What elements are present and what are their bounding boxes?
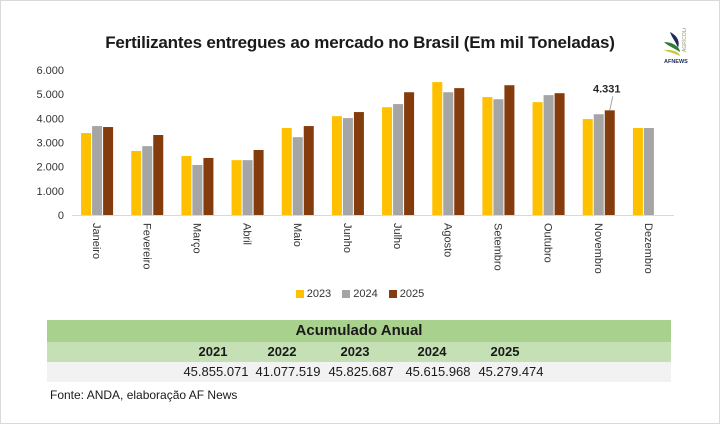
legend-label-2024: 2024 [353,288,378,300]
annual-total-table: Acumulado Anual 2021 2022 2023 2024 2025… [47,320,671,382]
value-cell: 45.825.687 [328,364,394,379]
bar-2024 [92,126,103,215]
bar-2025 [353,112,364,215]
value-cell: 41.077.519 [255,364,321,379]
legend-item-2023: 2023 [295,288,332,300]
bar-2024 [242,160,253,215]
x-tick-label: Abril [241,223,253,245]
chart-title: Fertilizantes entregues ao mercado no Br… [105,33,615,52]
annotation-label: 4.331 [593,83,621,95]
bar-2023 [331,116,342,215]
bar-2025 [253,149,264,215]
bar-2024 [292,137,303,215]
x-tick-label: Novembro [592,223,604,274]
value-cell: 45.279.474 [478,364,544,379]
year-cell: 2022 [267,344,297,359]
value-cell: 45.615.968 [405,364,471,379]
bar-2024 [643,128,654,215]
table-value-row: 45.855.071 41.077.519 45.825.687 45.615.… [47,362,671,382]
bar-2025 [604,110,615,215]
bar-2025 [454,88,465,215]
y-tick-label: 0 [58,210,64,222]
year-cell: 2023 [340,344,370,359]
bar-2025 [404,92,415,215]
legend-swatch-2023 [295,290,304,298]
bar-2023 [582,119,593,215]
bar-2025 [504,85,515,215]
afnews-logo: AGRÍCOLA AFNEWS [660,25,700,66]
year-cell: 2025 [490,344,520,359]
x-tick-label: Maio [291,223,303,247]
bar-2023 [482,97,493,215]
x-tick-label: Dezembro [642,223,654,274]
legend-item-2025: 2025 [388,288,425,300]
bar-2023 [231,160,242,215]
x-tick-label: Janeiro [90,223,102,259]
bar-chart: 0 1.000 2.000 3.000 4.000 5.000 6.000 Janeiro Fe… [36,65,674,274]
x-tick-label: Junho [341,223,353,253]
bar-2024 [443,92,454,215]
y-tick-label: 2.000 [36,162,64,174]
table-title: Acumulado Anual [47,320,671,342]
annotation-leader-line [609,96,614,111]
x-tick-label: Março [190,223,202,254]
afnews-logo-icon: AGRÍCOLA AFNEWS [664,25,688,65]
legend-item-2024: 2024 [342,288,378,300]
chart-legend: 2023 2024 2025 [0,288,720,300]
table-year-row: 2021 2022 2023 2024 2025 [47,342,671,362]
x-tick-label: Fevereiro [140,223,152,269]
bar-2025 [554,93,565,215]
bar-2024 [142,146,153,215]
bar-2025 [203,157,214,215]
y-tick-label: 1.000 [36,186,64,198]
bar-2024 [192,164,203,215]
legend-swatch-2025 [388,290,397,298]
bar-2023 [382,107,393,215]
bar-2025 [153,135,164,215]
bar-2025 [103,127,114,215]
value-cell: 45.855.071 [183,364,249,379]
bar-2023 [532,102,543,215]
bar-2024 [342,118,353,215]
legend-label-2023: 2023 [306,288,332,300]
x-tick-label: Julho [391,223,403,249]
year-cell: 2021 [198,344,228,359]
source-note: Fonte: ANDA, elaboração AF News [50,388,238,402]
y-tick-label: 3.000 [36,138,64,150]
svg-text:AGRÍCOLA: AGRÍCOLA [681,28,688,52]
y-tick-label: 5.000 [36,89,64,101]
bar-2023 [632,128,643,215]
bar-2025 [303,126,314,215]
bar-2024 [593,114,604,215]
bar-2024 [493,99,504,215]
y-tick-label: 6.000 [36,65,64,77]
bar-2023 [81,133,92,215]
x-tick-label: Outubro [542,223,554,263]
bar-2024 [543,95,554,215]
y-tick-label: 4.000 [36,113,64,125]
bar-2023 [432,82,443,215]
bar-2023 [181,156,192,215]
x-tick-label: Agosto [441,223,453,257]
year-cell: 2024 [417,344,447,359]
legend-swatch-2024 [342,290,351,298]
bar-2024 [393,104,404,215]
bar-2023 [281,128,292,215]
x-tick-label: Setembro [491,223,503,271]
bar-2023 [131,150,142,215]
legend-label-2025: 2025 [399,288,425,300]
svg-text:AFNEWS: AFNEWS [664,59,688,65]
